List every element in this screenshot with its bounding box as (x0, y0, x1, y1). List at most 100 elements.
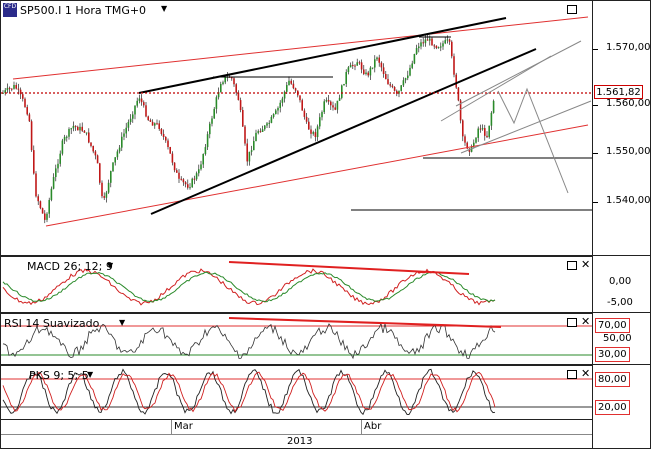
candle-body (171, 153, 174, 163)
candle-body (17, 88, 20, 90)
candle-body (204, 147, 207, 155)
candle-body (330, 101, 332, 106)
candle-body (127, 121, 130, 128)
candle-body (50, 188, 53, 200)
candle-body (473, 142, 475, 147)
axis-tick-mark (593, 49, 598, 50)
candle-body (365, 72, 367, 75)
candle-body (72, 125, 75, 129)
candle-body (250, 150, 253, 152)
candle-body (35, 173, 37, 197)
candle-body (459, 100, 462, 121)
month-label-abr: Abr (364, 421, 382, 432)
candle-body (242, 110, 244, 127)
price-panel-maximize-button[interactable] (567, 5, 577, 14)
candle-body (338, 97, 341, 101)
candle-body (431, 38, 433, 46)
candle-body (268, 122, 270, 124)
price-tick-1560: 1.560,00 (606, 98, 651, 109)
candle-body (367, 72, 369, 76)
macd-close-button[interactable]: ✕ (581, 258, 591, 271)
candle-body (316, 126, 319, 138)
candle-body (275, 110, 277, 114)
candle-body (288, 80, 290, 86)
candle-body (125, 127, 127, 134)
candle-body (68, 129, 70, 137)
candle-body (99, 163, 101, 183)
candle-body (374, 59, 376, 68)
projection-lines (440, 40, 592, 194)
candle-body (4, 90, 6, 93)
candle-body (314, 132, 317, 138)
rsi-title[interactable]: RSI 14 Suavizado (4, 317, 100, 330)
year-label: 2013 (287, 436, 313, 447)
candle-body (180, 178, 182, 180)
rsi-maximize-button[interactable] (567, 318, 577, 327)
macd-title[interactable]: MACD 26; 12; 9 (27, 260, 113, 273)
time-axis: Mar Abr 2013 (0, 419, 593, 449)
price-axis (593, 0, 651, 256)
pks-maximize-button[interactable] (567, 370, 577, 379)
candle-body (217, 92, 220, 98)
rsi-line (2, 322, 496, 360)
candle-body (165, 137, 167, 141)
pks-dropdown-icon[interactable]: ▼ (87, 370, 94, 379)
candle-body (360, 62, 363, 70)
candle-body (253, 141, 255, 151)
candle-body (200, 164, 202, 170)
candle-body (356, 62, 358, 66)
candle-body (118, 147, 121, 152)
candle-body (224, 77, 226, 83)
price-tick-1570: 1.570,00 (606, 42, 651, 53)
candle-body (121, 136, 123, 148)
candle-body (308, 121, 310, 130)
candle-body (19, 89, 22, 95)
macd-maximize-button[interactable] (567, 261, 577, 270)
candle-body (246, 143, 248, 162)
pks-close-button[interactable]: ✕ (581, 367, 591, 380)
candle-body (281, 98, 284, 103)
candle-body (477, 128, 479, 138)
candle-body (418, 46, 420, 49)
candle-body (391, 85, 394, 87)
pks-title[interactable]: PKS 9; 5; 5 (29, 369, 89, 382)
axis-tick-mark (593, 105, 598, 106)
candle-body (145, 105, 147, 117)
candle-body (266, 123, 268, 126)
candle-body (140, 98, 143, 103)
candle-body (30, 121, 33, 151)
candle-body (107, 182, 110, 193)
candle-body (215, 97, 218, 109)
candle-body (46, 213, 48, 220)
rsi-chart-svg (1, 317, 592, 360)
pks-k-line (2, 368, 496, 416)
macd-tick-0: 0,00 (609, 276, 632, 287)
candle-body (239, 100, 242, 111)
candle-body (44, 213, 46, 220)
candle-body (26, 107, 28, 115)
candle-body (279, 102, 281, 108)
candle-body (187, 184, 189, 188)
candle-body (112, 162, 114, 172)
candle-body (248, 151, 251, 162)
candle-body (466, 142, 468, 149)
candle-body (259, 131, 262, 133)
candle-body (136, 100, 138, 106)
rsi-close-button[interactable]: ✕ (581, 315, 591, 328)
chart-logo: CFD (3, 3, 17, 17)
price-candles (2, 34, 495, 224)
axis-tick-mark (593, 202, 598, 203)
title-dropdown-icon[interactable]: ▼ (161, 4, 168, 13)
candle-body (332, 105, 334, 108)
pks-d-line (2, 371, 496, 413)
macd-dropdown-icon[interactable]: ▼ (107, 261, 114, 270)
wedge-lower-black-line (150, 48, 537, 215)
rsi-dropdown-icon[interactable]: ▼ (119, 318, 126, 327)
candle-body (446, 39, 449, 41)
candle-body (312, 132, 314, 134)
price-panel-title[interactable]: SP500.I 1 Hora TMG+0 (20, 4, 147, 17)
candle-body (484, 128, 486, 136)
candle-body (389, 84, 391, 86)
candle-body (415, 48, 418, 55)
candle-body (420, 42, 422, 47)
